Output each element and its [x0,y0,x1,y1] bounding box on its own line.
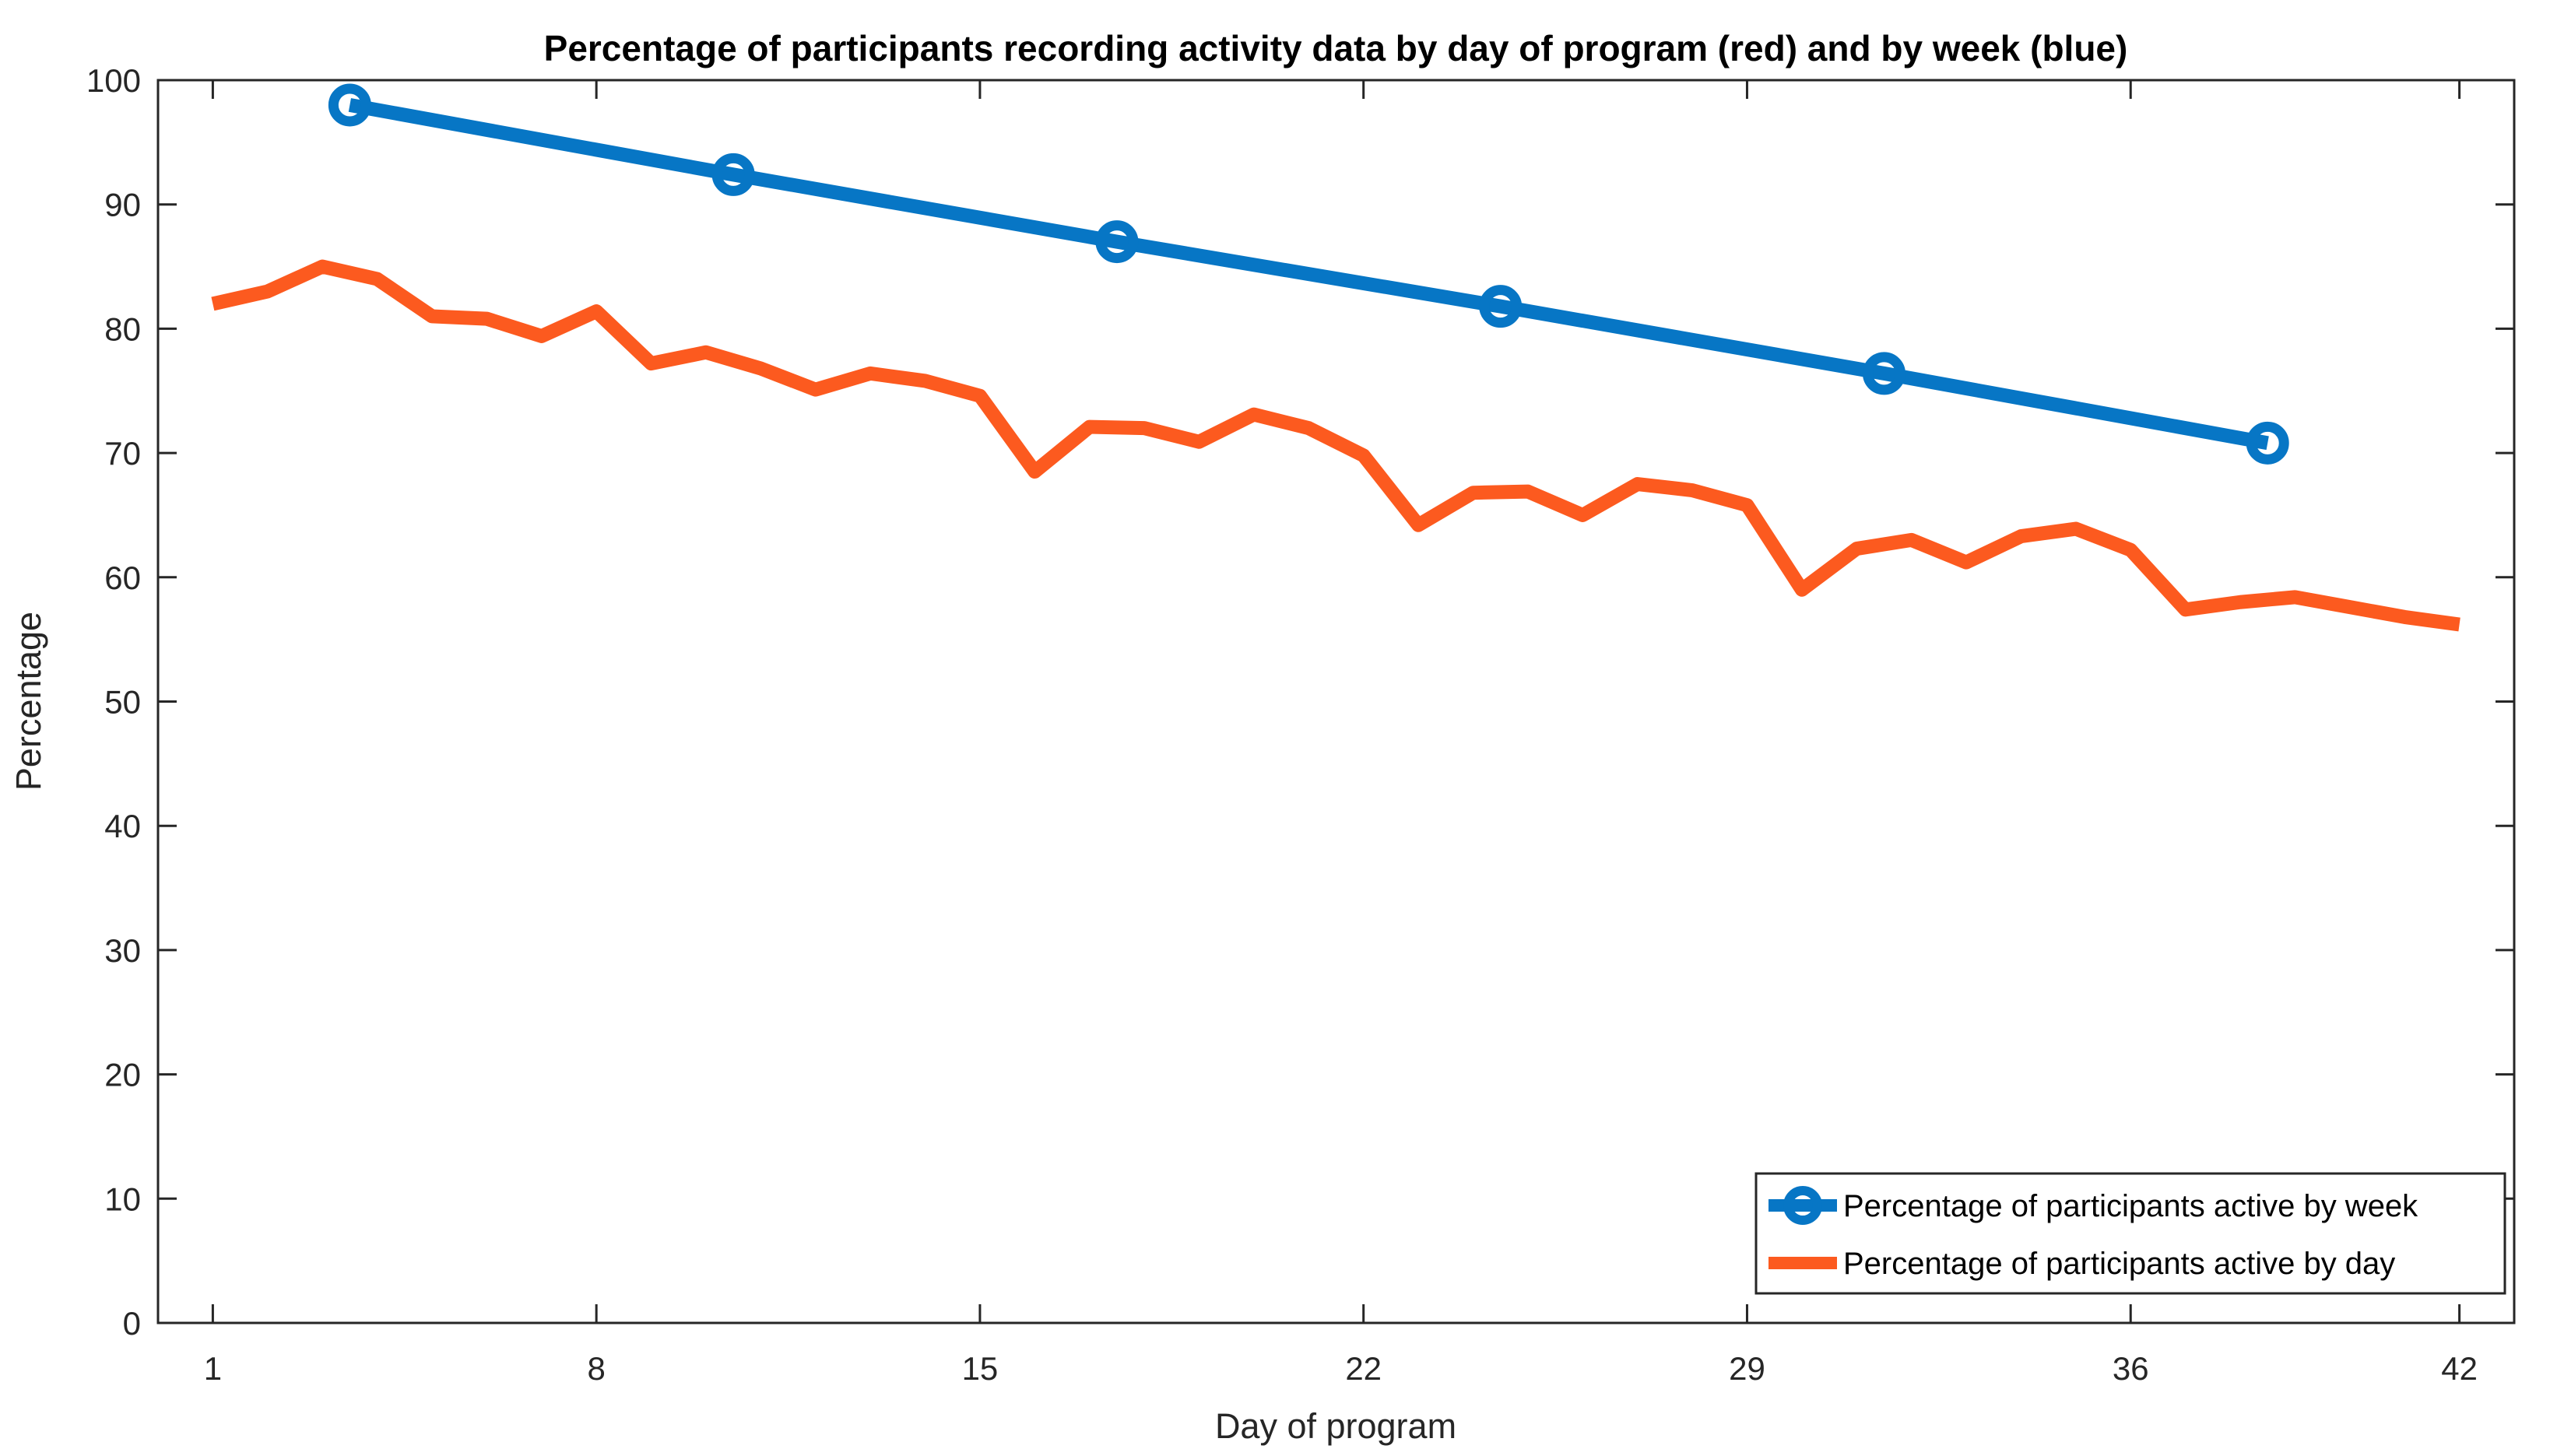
week-data-marker [1862,352,1905,395]
y-tick-label: 50 [104,684,141,721]
y-tick-label: 100 [86,62,141,99]
legend-label: Percentage of participants active by day [1843,1247,2395,1281]
plot-border [156,79,2516,1324]
legend-box [1754,1172,2506,1295]
week-data-marker [711,153,755,196]
y-tick-label: 40 [104,808,141,844]
legend: Percentage of participants active by wee… [1754,1172,2506,1295]
y-tick-label: 10 [104,1181,141,1217]
plot-series [211,83,2460,632]
x-tick-label: 36 [2113,1350,2149,1387]
y-axis-label: Percentage [9,612,48,791]
legend-marker-icon [1783,1186,1822,1225]
y-tick-label: 70 [104,435,141,472]
legend-entry-week: Percentage of participants active by wee… [1768,1186,2418,1225]
legend-entry-day: Percentage of participants active by day [1768,1247,2395,1281]
week-data-marker [2246,421,2289,465]
x-tick-label: 29 [1729,1350,1765,1387]
series-line-day [211,259,2460,632]
plot-axes: 1 8 15 22 29 36 42 0 10 20 30 40 50 60 70 80 90 100 [86,62,2516,1387]
x-tick-label: 22 [1345,1350,1382,1387]
y-tick-label: 30 [104,932,141,969]
x-tick-label: 42 [2441,1350,2478,1387]
y-tick-label: 60 [104,560,141,596]
x-tick-label: 15 [962,1350,999,1387]
x-axis-label: Day of program [1215,1406,1456,1446]
week-data-marker [1095,220,1139,264]
x-tick-label: 1 [204,1350,222,1387]
y-tick-label: 80 [104,310,141,347]
series-line-week [348,98,2269,451]
y-tick-label: 20 [104,1057,141,1093]
chart-title: Percentage of participants recording act… [544,28,2128,68]
y-tick-label: 90 [104,187,141,223]
week-data-marker [328,83,371,127]
y-tick-label: 0 [123,1305,141,1342]
legend-label: Percentage of participants active by wee… [1843,1189,2418,1223]
week-data-marker [1479,285,1523,328]
x-tick-label: 8 [587,1350,605,1387]
